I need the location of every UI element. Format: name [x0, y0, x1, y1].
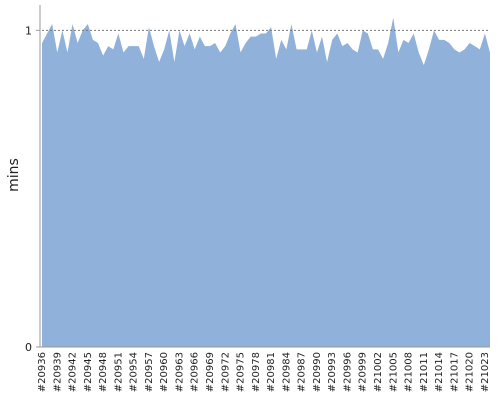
area: [42, 17, 490, 348]
x-tick-label: #21014: [434, 352, 445, 392]
x-tick-label: #20987: [297, 352, 308, 392]
x-tick-label: #20990: [312, 352, 323, 392]
y-tick-label: 1: [25, 24, 32, 37]
x-tick-label: #20996: [342, 352, 353, 392]
y-axis-label: mins: [6, 158, 22, 192]
x-tick-label: #20984: [281, 352, 292, 392]
x-tick-label: #20936: [37, 352, 48, 392]
x-tick-label: #21011: [419, 352, 430, 392]
x-tick-label: #20939: [52, 352, 63, 392]
x-tick-label: #20945: [83, 352, 94, 392]
x-tick-label: #20975: [236, 352, 247, 392]
x-tick-label: #21005: [388, 352, 399, 392]
x-tick-label: #20954: [129, 352, 140, 392]
x-tick-label: #20981: [266, 352, 277, 392]
x-tick-label: #20957: [144, 352, 155, 392]
x-tick-label: #20963: [174, 352, 185, 392]
x-tick-label: #20960: [159, 352, 170, 392]
x-tick-label: #20993: [327, 352, 338, 392]
x-tick-label: #20999: [358, 352, 369, 392]
x-tick-label: #21017: [449, 352, 460, 392]
x-tick-label: #20942: [68, 352, 79, 392]
x-tick-label: #21002: [373, 352, 384, 392]
x-tick-label: #20966: [190, 352, 201, 392]
x-tick-label: #21023: [480, 352, 491, 392]
x-tick-label: #21008: [404, 352, 415, 392]
x-tick-label: #20969: [205, 352, 216, 392]
x-tick-label: #21020: [465, 352, 476, 392]
x-tick-label: #20951: [113, 352, 124, 392]
x-tick-label: #20978: [251, 352, 262, 392]
x-tick-label: #20972: [220, 352, 231, 392]
y-tick-label: 0: [25, 341, 32, 354]
x-tick-label: #20948: [98, 352, 109, 392]
